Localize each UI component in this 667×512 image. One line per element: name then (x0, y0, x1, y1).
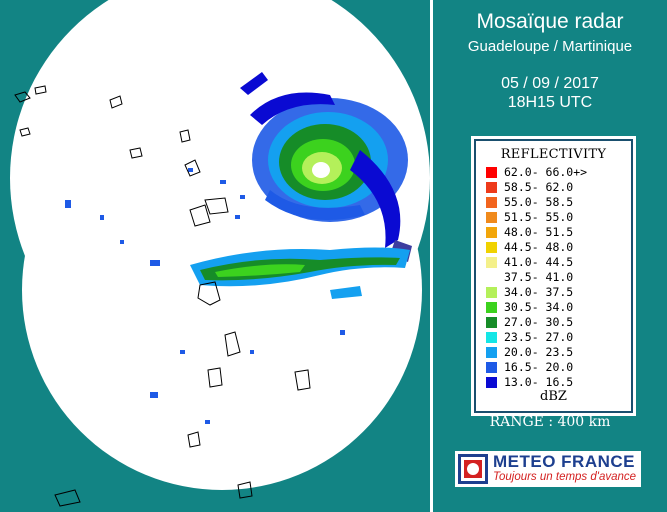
page-subtitle: Guadeloupe / Martinique (467, 38, 633, 55)
legend-range: 44.5- 48.0 (504, 240, 574, 254)
legend-swatch (486, 302, 497, 313)
panel-divider (430, 0, 433, 512)
legend-swatch (486, 182, 497, 193)
legend-item: 44.5- 48.0 (486, 240, 626, 255)
legend-range: 16.5- 20.0 (504, 360, 574, 374)
observation-time: 18H15 UTC (507, 94, 593, 111)
legend-range: 55.0- 58.5 (504, 195, 574, 209)
legend-range: 58.5- 62.0 (504, 180, 574, 194)
legend-range: 20.0- 23.5 (504, 345, 574, 359)
legend-swatch (486, 287, 497, 298)
legend-item: 16.5- 20.0 (486, 360, 626, 375)
legend-range: 27.0- 30.5 (504, 315, 574, 329)
legend-range: 13.0- 16.5 (504, 375, 574, 389)
legend-item: 23.5- 27.0 (486, 330, 626, 345)
radar-map (10, 0, 430, 507)
legend-range: 34.0- 37.5 (504, 285, 574, 299)
logo-brand: METEO FRANCE (493, 452, 635, 471)
legend-item: 48.0- 51.5 (486, 225, 626, 240)
info-panel: Mosaïque radar Guadeloupe / Martinique 0… (433, 0, 667, 512)
legend-swatch (486, 212, 497, 223)
legend-title: REFLECTIVITY (500, 147, 607, 162)
legend-swatch (486, 377, 497, 388)
legend-swatch (486, 362, 497, 373)
legend-swatch (486, 257, 497, 268)
legend-swatch (486, 332, 497, 343)
legend-range: 51.5- 55.0 (504, 210, 574, 224)
meteo-france-logo: METEO FRANCE Toujours un temps d'avance (455, 451, 641, 487)
logo-icon (458, 454, 488, 484)
legend-swatch (486, 272, 497, 283)
hurricane-echo (240, 72, 412, 262)
legend-item: 51.5- 55.0 (486, 210, 626, 225)
legend-swatch (486, 167, 497, 178)
legend-range: 62.0- 66.0+> (504, 165, 588, 179)
legend-item: 13.0- 16.5 (486, 375, 626, 390)
legend-swatch (486, 242, 497, 253)
legend-item: 37.5- 41.0 (486, 270, 626, 285)
legend-swatch (486, 317, 497, 328)
legend-range: 48.0- 51.5 (504, 225, 574, 239)
legend-swatch (486, 347, 497, 358)
legend-item: 27.0- 30.5 (486, 315, 626, 330)
legend-unit: dBZ (540, 389, 567, 404)
range-label: RANGE : 400 km (489, 414, 611, 430)
legend-range: 41.0- 44.5 (504, 255, 574, 269)
legend-item: 55.0- 58.5 (486, 195, 626, 210)
logo-slogan: Toujours un temps d'avance (493, 471, 637, 483)
legend-item: 41.0- 44.5 (486, 255, 626, 270)
island-outlines (14, 85, 311, 507)
legend-item: 20.0- 23.5 (486, 345, 626, 360)
scattered-echoes (65, 168, 345, 424)
legend-range: 37.5- 41.0 (504, 270, 574, 284)
reflectivity-legend: REFLECTIVITY 62.0- 66.0+> 58.5- 62.0 55.0-… (471, 136, 636, 416)
observation-date: 05 / 09 / 2017 (501, 75, 599, 92)
legend-swatch (486, 197, 497, 208)
legend-swatch (486, 227, 497, 238)
legend-item: 62.0- 66.0+> (486, 165, 626, 180)
rain-band (190, 247, 410, 299)
legend-item: 58.5- 62.0 (486, 180, 626, 195)
legend-range: 30.5- 34.0 (504, 300, 574, 314)
legend-item: 34.0- 37.5 (486, 285, 626, 300)
legend-item: 30.5- 34.0 (486, 300, 626, 315)
radar-coverage (10, 0, 430, 490)
page-title: Mosaïque radar (476, 10, 624, 33)
legend-range: 23.5- 27.0 (504, 330, 574, 344)
